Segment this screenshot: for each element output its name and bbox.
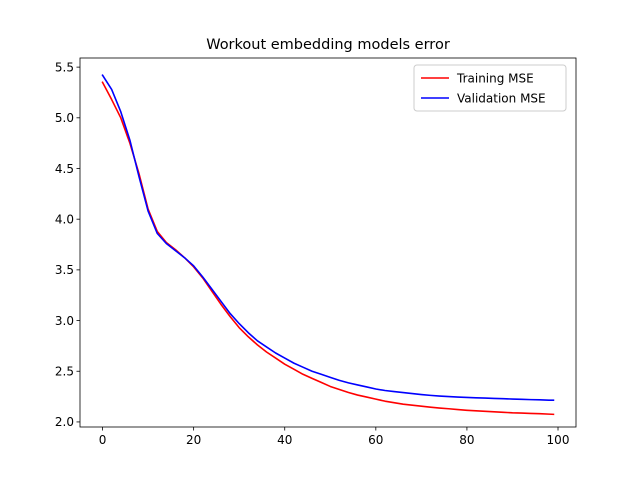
x-tick-label: 100 [547,433,570,447]
plot-area [79,57,577,428]
legend: Training MSE Validation MSE [413,64,567,112]
y-tick-label: 2.5 [55,365,74,379]
y-tick-label: 3.5 [55,263,74,277]
chart-title: Workout embedding models error [206,37,450,53]
x-tick-label: 0 [99,433,107,447]
legend-label: Training MSE [456,71,534,85]
y-tick-label: 5.5 [55,60,74,74]
x-tick-label: 60 [368,433,383,447]
validation-mse-line [101,74,555,401]
x-axis: 0 20 40 60 80 100 [99,427,570,447]
legend-box [413,64,567,112]
x-tick-label: 40 [277,433,292,447]
y-tick-label: 3.0 [55,314,74,328]
x-tick-label: 80 [459,433,474,447]
plot-frame [79,57,577,428]
y-tick-label: 5.0 [55,111,74,125]
y-tick-label: 4.0 [55,212,74,226]
x-tick-label: 20 [186,433,201,447]
y-tick-label: 2.0 [55,415,74,429]
y-axis: 2.0 2.5 3.0 3.5 4.0 4.5 5.0 5.5 [55,60,80,429]
legend-label: Validation MSE [457,91,546,105]
series-lines [101,74,555,416]
y-tick-label: 4.5 [55,162,74,176]
